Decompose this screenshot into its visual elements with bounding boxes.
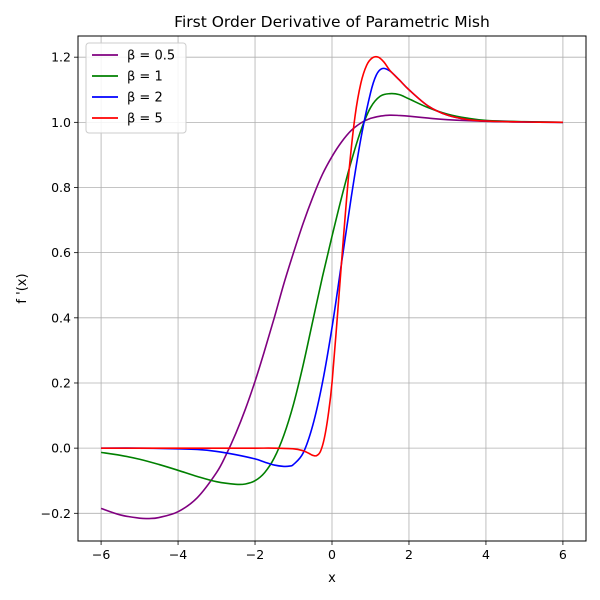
x-tick-label: 6 xyxy=(559,547,567,562)
series-line-4 xyxy=(101,55,563,457)
series-group xyxy=(100,55,563,520)
y-tick-label: 0.6 xyxy=(51,245,71,260)
y-tick-label: 0.8 xyxy=(51,180,71,195)
x-tick-label: 2 xyxy=(405,547,413,562)
y-tick-label: 1.0 xyxy=(51,115,71,130)
x-tick-label: 0 xyxy=(328,547,336,562)
x-axis-label: x xyxy=(328,571,336,586)
legend-entry-label: β = 1 xyxy=(127,70,163,85)
y-tick-label: 0.4 xyxy=(51,310,71,325)
legend-entry-label: β = 5 xyxy=(127,112,163,127)
x-tick-label: −4 xyxy=(169,547,187,562)
chart-title: First Order Derivative of Parametric Mis… xyxy=(174,13,490,31)
y-tick-label: 0.0 xyxy=(51,441,71,456)
x-tick-label: −2 xyxy=(246,547,264,562)
series-line-2 xyxy=(100,92,563,486)
series-line-1 xyxy=(100,114,563,520)
x-tick-label: 4 xyxy=(482,547,490,562)
y-tick-label: −0.2 xyxy=(41,506,71,521)
y-tick-label: 1.2 xyxy=(51,50,71,65)
ticks: −6 −4 −2 0 2 4 6 −0.2 0.0 0.2 0.4 0.6 0.8 1.0 1.2 xyxy=(41,50,567,562)
legend-box xyxy=(85,42,187,134)
legend: β = 0.5 β = 1 β = 2 β = 5 xyxy=(85,42,187,134)
legend-entry-label: β = 2 xyxy=(127,91,163,106)
y-axis-label: f '(x) xyxy=(15,273,30,303)
legend-entry-label: β = 0.5 xyxy=(127,49,175,64)
x-tick-label: −6 xyxy=(92,547,110,562)
y-tick-label: 0.2 xyxy=(51,375,71,390)
